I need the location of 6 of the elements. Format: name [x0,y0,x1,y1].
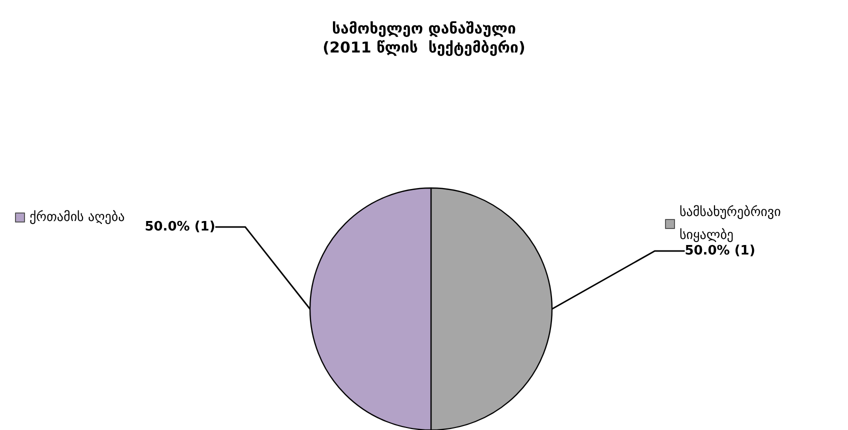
chart-subtitle: (2011 წლის სექტემბერი) [322,38,526,56]
data-label: 50.0% (1) [684,244,756,258]
chart-title: სამოხელეო დანაშაული [332,20,516,38]
legend-label: სამსახურებრივი სიყალბე [680,205,782,243]
data-label: 50.0% (1) [144,220,216,234]
legend-label: ქრთამის აღება [30,210,125,225]
